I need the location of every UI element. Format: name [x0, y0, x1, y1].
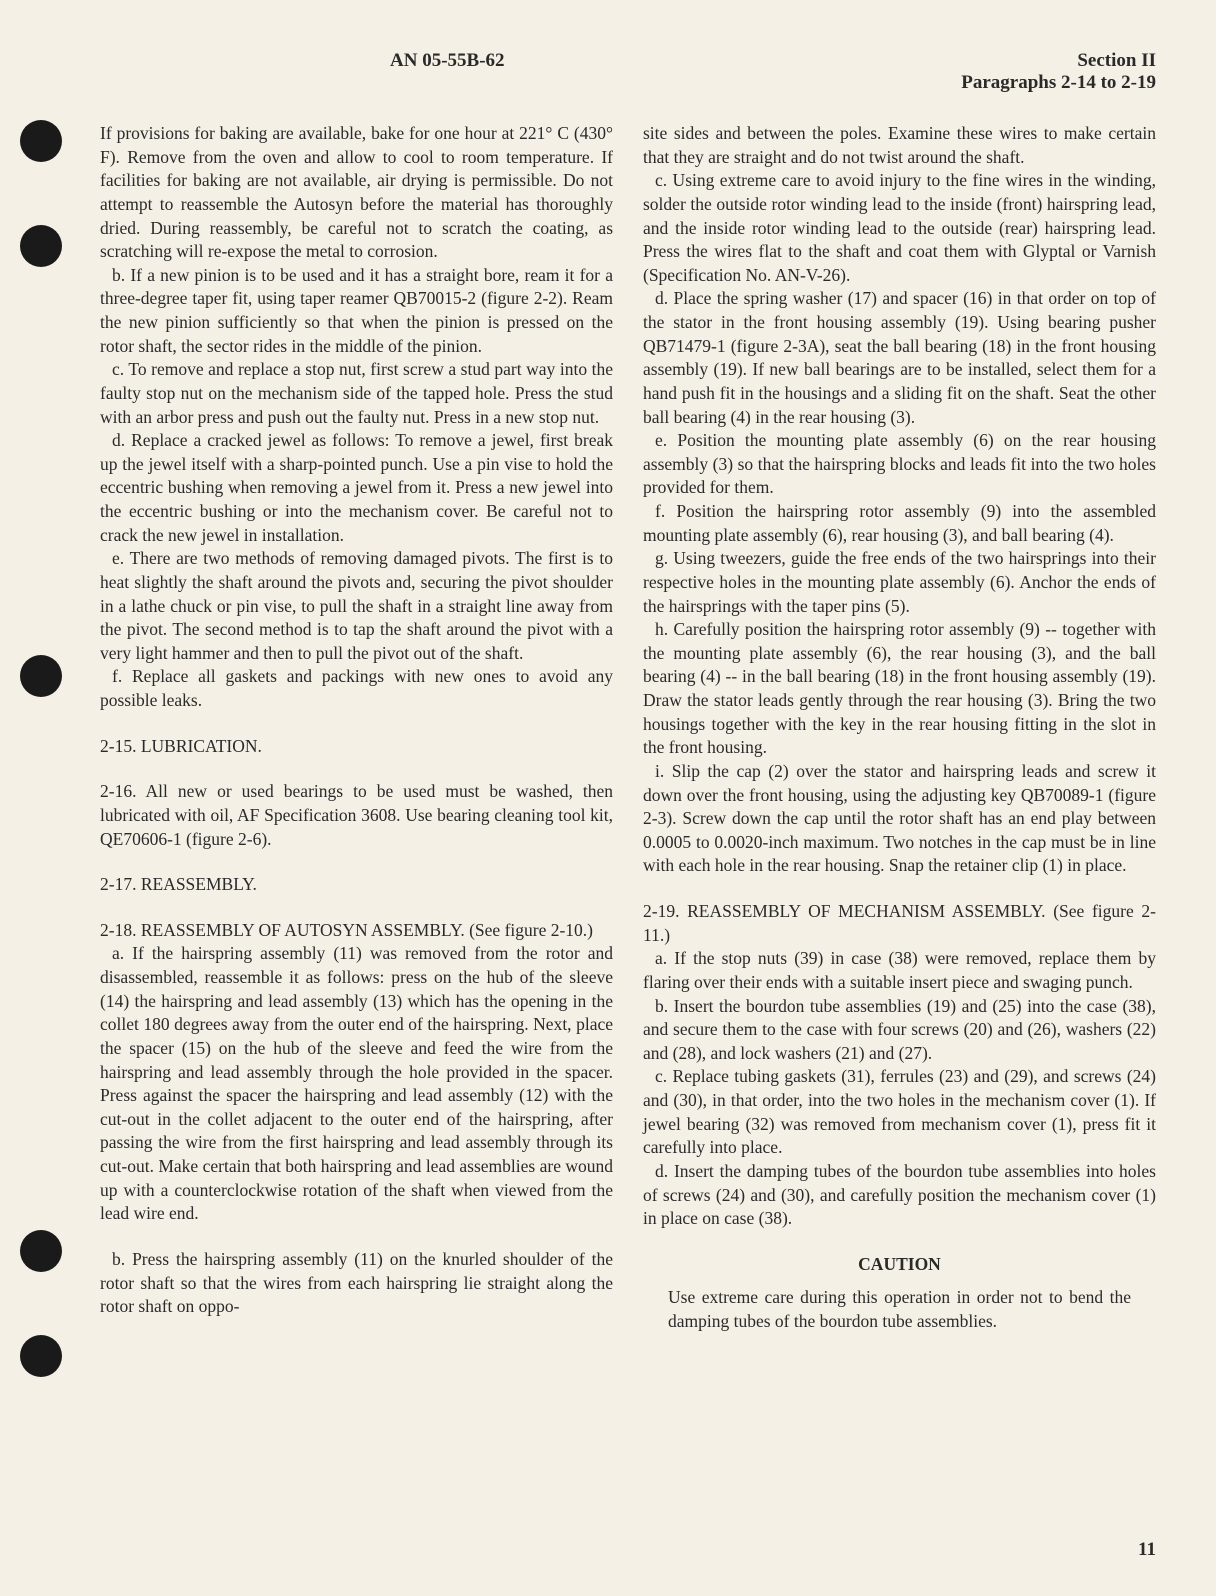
caution-text: Use extreme care during this operation i…: [643, 1286, 1156, 1333]
content-body: If provisions for baking are available, …: [60, 122, 1156, 1334]
body-text: b. Insert the bourdon tube assemblies (1…: [643, 995, 1156, 1066]
section-heading: 2-19. REASSEMBLY OF MECHANISM ASSEMBLY. …: [643, 900, 1156, 947]
punch-hole: [20, 655, 62, 697]
section-heading: 2-15. LUBRICATION.: [100, 735, 613, 759]
page-header: AN 05-55B-62 Section II Paragraphs 2-14 …: [60, 50, 1156, 94]
body-text: e. There are two methods of removing dam…: [100, 547, 613, 665]
punch-hole: [20, 1335, 62, 1377]
body-text: c. Using extreme care to avoid injury to…: [643, 169, 1156, 287]
right-column: site sides and between the poles. Examin…: [643, 122, 1156, 1334]
body-text: c. Replace tubing gaskets (31), ferrules…: [643, 1065, 1156, 1160]
body-text: f. Position the hairspring rotor assembl…: [643, 500, 1156, 547]
section-heading: 2-18. REASSEMBLY OF AUTOSYN ASSEMBLY. (S…: [100, 919, 613, 943]
body-text: 2-16. All new or used bearings to be use…: [100, 780, 613, 851]
body-text: d. Replace a cracked jewel as follows: T…: [100, 429, 613, 547]
body-text: b. If a new pinion is to be used and it …: [100, 264, 613, 359]
section-label: Section II: [961, 50, 1156, 72]
body-text: e. Position the mounting plate assembly …: [643, 429, 1156, 500]
body-text: If provisions for baking are available, …: [100, 122, 613, 264]
body-text: d. Insert the damping tubes of the bourd…: [643, 1160, 1156, 1231]
punch-hole: [20, 1230, 62, 1272]
body-text: f. Replace all gaskets and packings with…: [100, 665, 613, 712]
section-heading: 2-17. REASSEMBLY.: [100, 873, 613, 897]
punch-hole: [20, 225, 62, 267]
doc-id: AN 05-55B-62: [390, 50, 505, 94]
body-text: d. Place the spring washer (17) and spac…: [643, 287, 1156, 429]
caution-heading: CAUTION: [643, 1253, 1156, 1277]
body-text: a. If the hairspring assembly (11) was r…: [100, 942, 613, 1226]
paragraph-range: Paragraphs 2-14 to 2-19: [961, 72, 1156, 94]
body-text: h. Carefully position the hairspring rot…: [643, 618, 1156, 760]
punch-hole: [20, 120, 62, 162]
body-text: c. To remove and replace a stop nut, fir…: [100, 358, 613, 429]
body-text: a. If the stop nuts (39) in case (38) we…: [643, 947, 1156, 994]
header-right: Section II Paragraphs 2-14 to 2-19: [961, 50, 1156, 94]
left-column: If provisions for baking are available, …: [100, 122, 613, 1334]
body-text: i. Slip the cap (2) over the stator and …: [643, 760, 1156, 878]
body-text: site sides and between the poles. Examin…: [643, 122, 1156, 169]
body-text: b. Press the hairspring assembly (11) on…: [100, 1248, 613, 1319]
page-number: 11: [1138, 1539, 1156, 1561]
body-text: g. Using tweezers, guide the free ends o…: [643, 547, 1156, 618]
